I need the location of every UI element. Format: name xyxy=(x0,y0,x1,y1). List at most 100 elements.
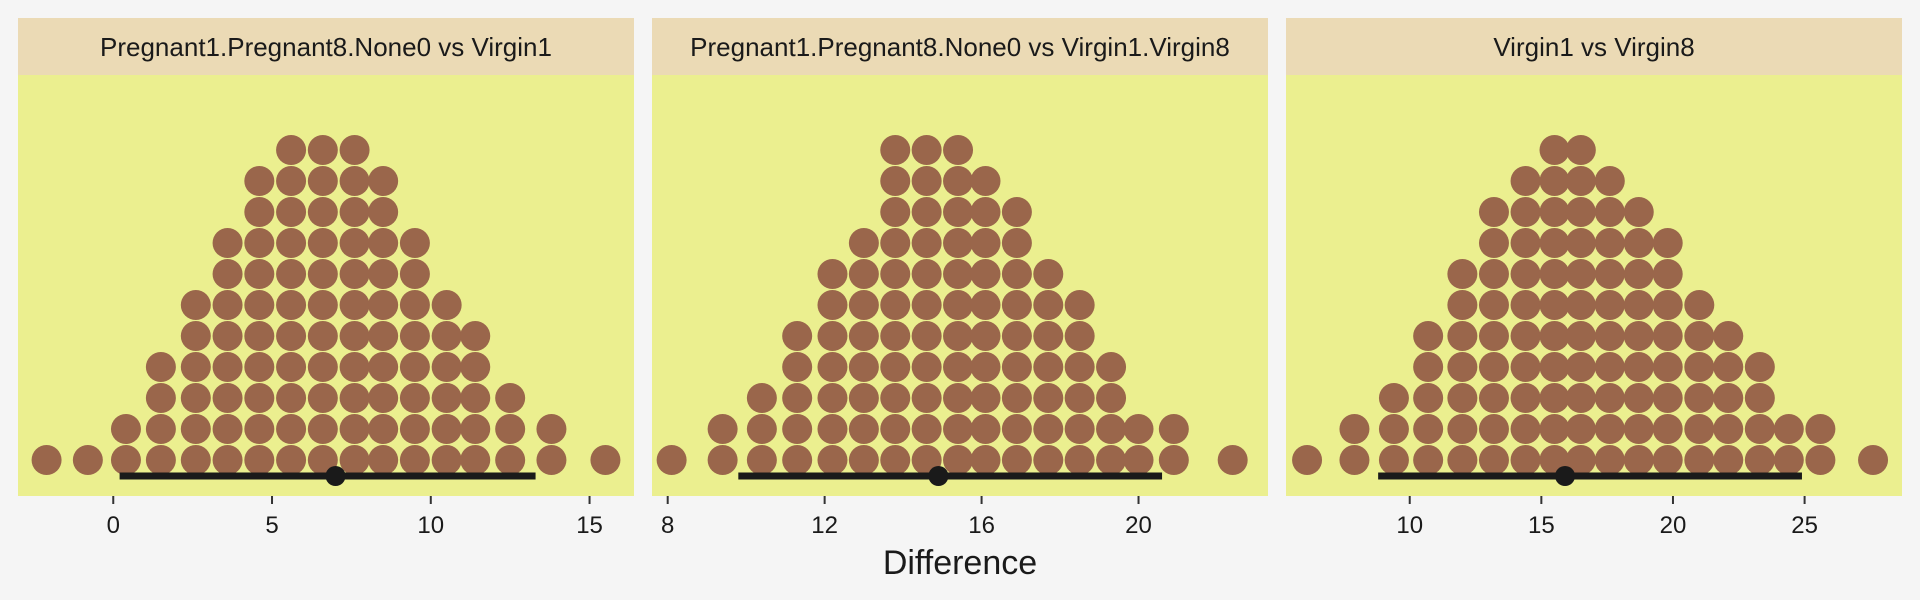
dot xyxy=(1539,383,1570,413)
dot xyxy=(880,352,911,382)
dot xyxy=(431,445,462,475)
x-tick-label: 5 xyxy=(265,512,278,539)
dot xyxy=(1096,445,1127,475)
dot xyxy=(1292,445,1323,475)
dot xyxy=(1413,414,1444,444)
dot xyxy=(1594,352,1625,382)
dot xyxy=(244,197,275,227)
dot xyxy=(180,383,211,413)
dot xyxy=(880,197,911,227)
dot xyxy=(1623,414,1654,444)
dot xyxy=(1594,445,1625,475)
dot xyxy=(368,352,399,382)
dot xyxy=(212,290,243,320)
dot xyxy=(1510,228,1541,258)
dot xyxy=(1565,228,1596,258)
dot xyxy=(880,383,911,413)
dot xyxy=(1805,445,1836,475)
dot xyxy=(1478,259,1509,289)
dot xyxy=(880,414,911,444)
dot xyxy=(1001,383,1032,413)
dot xyxy=(880,228,911,258)
dot xyxy=(1510,197,1541,227)
dot xyxy=(368,228,399,258)
dot xyxy=(707,445,738,475)
dot xyxy=(1123,445,1154,475)
dot xyxy=(782,445,813,475)
panel-strip xyxy=(1286,18,1902,75)
dot xyxy=(276,352,307,382)
dot xyxy=(1623,383,1654,413)
dot xyxy=(276,166,307,196)
dot xyxy=(1565,135,1596,165)
dot xyxy=(276,321,307,351)
dot xyxy=(399,228,430,258)
dot xyxy=(1001,414,1032,444)
dot xyxy=(110,445,141,475)
dot xyxy=(817,383,848,413)
dot xyxy=(1805,414,1836,444)
dot xyxy=(307,352,338,382)
dot xyxy=(276,197,307,227)
dot xyxy=(1594,321,1625,351)
dot xyxy=(911,321,942,351)
x-tick-label: 10 xyxy=(417,512,444,539)
panel-title: Pregnant1.Pregnant8.None0 vs Virgin1 xyxy=(100,32,552,62)
dot xyxy=(339,445,370,475)
dot xyxy=(1158,414,1189,444)
dot xyxy=(1001,445,1032,475)
dot xyxy=(368,414,399,444)
dot xyxy=(848,228,879,258)
dot xyxy=(72,445,103,475)
dot xyxy=(911,414,942,444)
dot xyxy=(782,352,813,382)
dot xyxy=(1652,414,1683,444)
dot xyxy=(911,166,942,196)
dot xyxy=(1594,383,1625,413)
dot xyxy=(495,383,526,413)
dot xyxy=(911,290,942,320)
dot xyxy=(1447,290,1478,320)
dot xyxy=(880,135,911,165)
dot xyxy=(1478,383,1509,413)
dot xyxy=(848,383,879,413)
dot xyxy=(1652,228,1683,258)
dot xyxy=(970,228,1001,258)
dot xyxy=(1413,352,1444,382)
dot xyxy=(1001,228,1032,258)
dot xyxy=(339,259,370,289)
dot xyxy=(1064,352,1095,382)
dot xyxy=(399,290,430,320)
dot xyxy=(1033,259,1064,289)
dot xyxy=(276,290,307,320)
dot xyxy=(817,445,848,475)
x-tick-label: 25 xyxy=(1791,512,1818,539)
dot xyxy=(307,321,338,351)
dot xyxy=(180,290,211,320)
dot xyxy=(1858,445,1889,475)
dot xyxy=(1594,197,1625,227)
dot xyxy=(1594,290,1625,320)
dot xyxy=(1064,445,1095,475)
dot xyxy=(880,290,911,320)
dot xyxy=(399,445,430,475)
dot xyxy=(1623,352,1654,382)
dot xyxy=(848,259,879,289)
dot xyxy=(1096,352,1127,382)
dot xyxy=(212,383,243,413)
dot xyxy=(1652,321,1683,351)
dot xyxy=(431,383,462,413)
dot xyxy=(212,259,243,289)
dot xyxy=(943,259,974,289)
dot xyxy=(368,383,399,413)
dot xyxy=(1378,383,1409,413)
dot xyxy=(1510,352,1541,382)
dot xyxy=(1001,321,1032,351)
dot xyxy=(1033,383,1064,413)
dot xyxy=(1447,445,1478,475)
dot xyxy=(307,383,338,413)
dot xyxy=(1713,352,1744,382)
dot xyxy=(782,414,813,444)
dot xyxy=(1478,228,1509,258)
dot xyxy=(1623,228,1654,258)
